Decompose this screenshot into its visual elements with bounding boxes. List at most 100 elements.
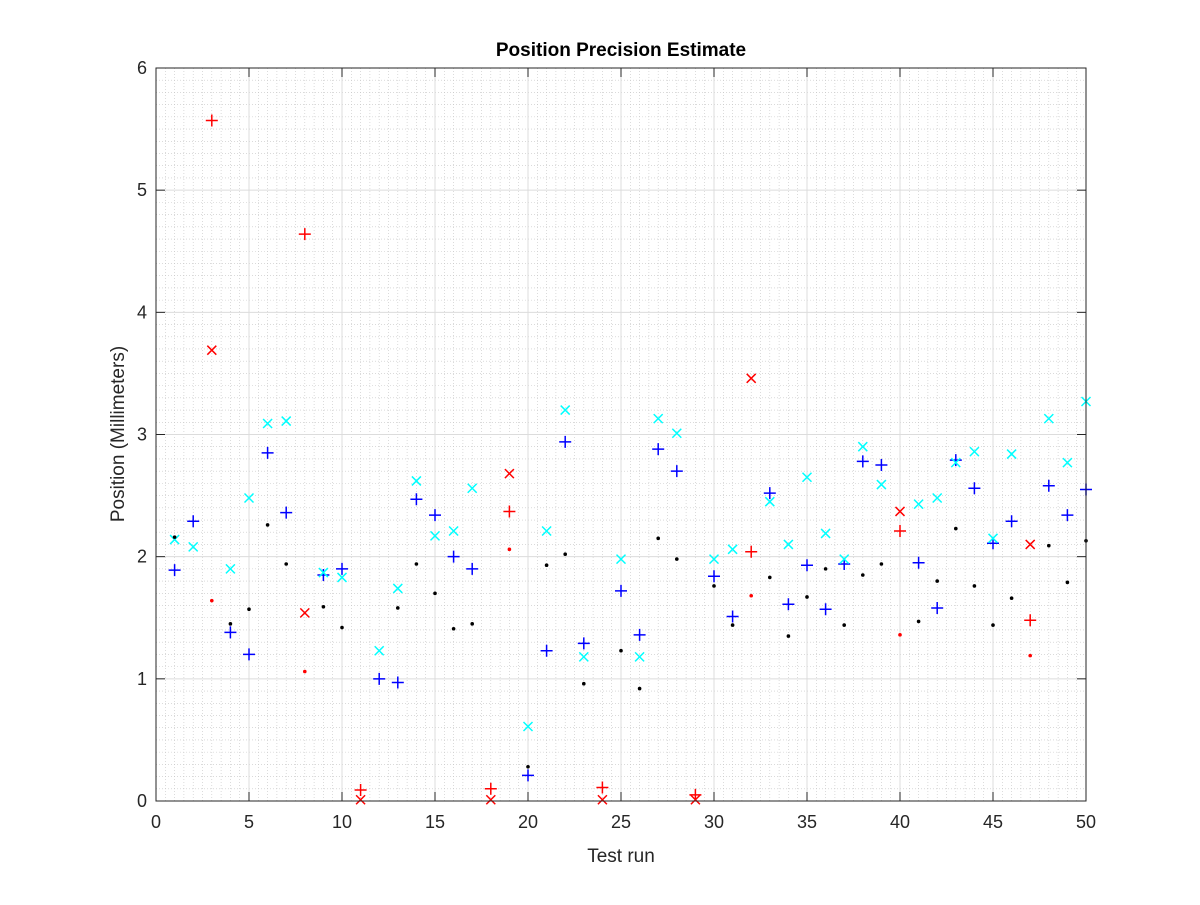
dot-marker <box>303 669 307 674</box>
x-marker <box>969 446 980 457</box>
x-marker <box>541 525 552 537</box>
plus-marker <box>763 487 776 500</box>
plus-marker <box>949 454 962 467</box>
plus-marker <box>615 584 627 597</box>
x-marker <box>690 794 701 805</box>
dot-marker <box>898 633 902 637</box>
plus-marker <box>336 562 348 575</box>
x-tick-label: 35 <box>797 812 817 832</box>
x-marker <box>727 544 738 555</box>
x-marker <box>857 441 868 452</box>
x-marker <box>560 405 571 416</box>
plus-marker <box>577 637 590 650</box>
dot-marker <box>991 623 995 627</box>
dot-marker <box>637 686 642 691</box>
x-marker <box>206 345 217 356</box>
plus-marker <box>391 676 404 689</box>
x-marker <box>243 492 255 504</box>
x-marker <box>336 572 348 583</box>
plus-marker <box>224 626 237 639</box>
x-tick-label: 20 <box>518 812 538 832</box>
y-axis-label: Position (Millimeters) <box>108 346 129 522</box>
dot-marker <box>879 562 884 566</box>
plus-marker <box>782 598 795 611</box>
x-marker <box>597 794 608 805</box>
x-marker <box>746 373 757 384</box>
plus-marker <box>317 568 330 581</box>
dot-marker <box>730 623 735 627</box>
chart-title: Position Precision Estimate <box>496 40 746 61</box>
dot-marker <box>265 523 270 527</box>
plus-marker <box>745 545 758 558</box>
x-marker <box>281 416 292 427</box>
x-marker <box>169 534 180 545</box>
dot-marker <box>414 562 419 566</box>
plus-marker <box>484 782 497 795</box>
plus-marker <box>1005 515 1018 528</box>
x-marker <box>318 567 329 578</box>
x-tick-label: 30 <box>704 812 724 832</box>
dot-marker <box>1065 580 1070 585</box>
y-tick-label: 1 <box>137 669 147 689</box>
dot-marker <box>507 547 512 552</box>
x-marker <box>820 528 831 539</box>
plus-marker <box>670 465 683 478</box>
dot-marker <box>1009 596 1014 601</box>
x-marker <box>355 794 366 805</box>
plus-marker <box>931 601 944 614</box>
dot-marker <box>954 526 958 531</box>
x-marker <box>429 530 441 541</box>
plus-marker <box>726 610 739 623</box>
dot-marker <box>247 607 251 611</box>
plus-marker <box>968 482 981 495</box>
x-marker <box>987 533 999 544</box>
plus-marker <box>819 603 832 616</box>
x-marker <box>913 499 924 510</box>
plus-marker <box>1042 479 1055 492</box>
plus-marker <box>894 525 906 538</box>
x-marker <box>1006 449 1017 460</box>
x-marker <box>950 457 961 468</box>
plus-marker <box>187 515 200 528</box>
x-marker <box>671 428 682 439</box>
x-marker <box>262 418 273 429</box>
plus-marker <box>540 644 553 657</box>
x-tick-label: 50 <box>1076 812 1096 832</box>
x-tick-label: 15 <box>425 812 445 832</box>
x-marker <box>876 479 887 490</box>
dot-marker <box>749 593 753 598</box>
plus-marker <box>633 628 646 641</box>
plus-marker <box>912 556 925 569</box>
dot-marker <box>526 764 530 769</box>
x-marker <box>653 413 664 424</box>
dot-marker <box>433 591 437 596</box>
plus-marker <box>596 781 609 794</box>
x-marker <box>522 721 534 732</box>
x-marker <box>485 794 496 805</box>
dot-marker <box>396 606 400 610</box>
dot-marker <box>451 626 456 631</box>
dot-marker <box>340 625 344 630</box>
dot-marker <box>284 562 289 566</box>
x-marker <box>578 651 589 662</box>
x-marker <box>188 541 199 552</box>
dot-marker <box>544 563 549 568</box>
y-tick-label: 6 <box>137 58 147 78</box>
x-marker <box>1043 413 1054 424</box>
plus-marker <box>168 564 181 577</box>
plus-marker <box>373 672 386 685</box>
x-marker <box>932 492 943 504</box>
x-marker <box>894 506 906 517</box>
x-marker <box>467 483 478 494</box>
plus-marker <box>856 455 869 468</box>
dot-marker <box>321 604 326 609</box>
y-tick-label: 0 <box>137 791 147 811</box>
x-marker <box>225 563 236 574</box>
dot-marker <box>712 584 716 588</box>
plus-marker <box>261 446 274 459</box>
plus-marker <box>1061 509 1074 522</box>
plus-marker <box>243 648 255 661</box>
x-marker <box>708 554 720 565</box>
